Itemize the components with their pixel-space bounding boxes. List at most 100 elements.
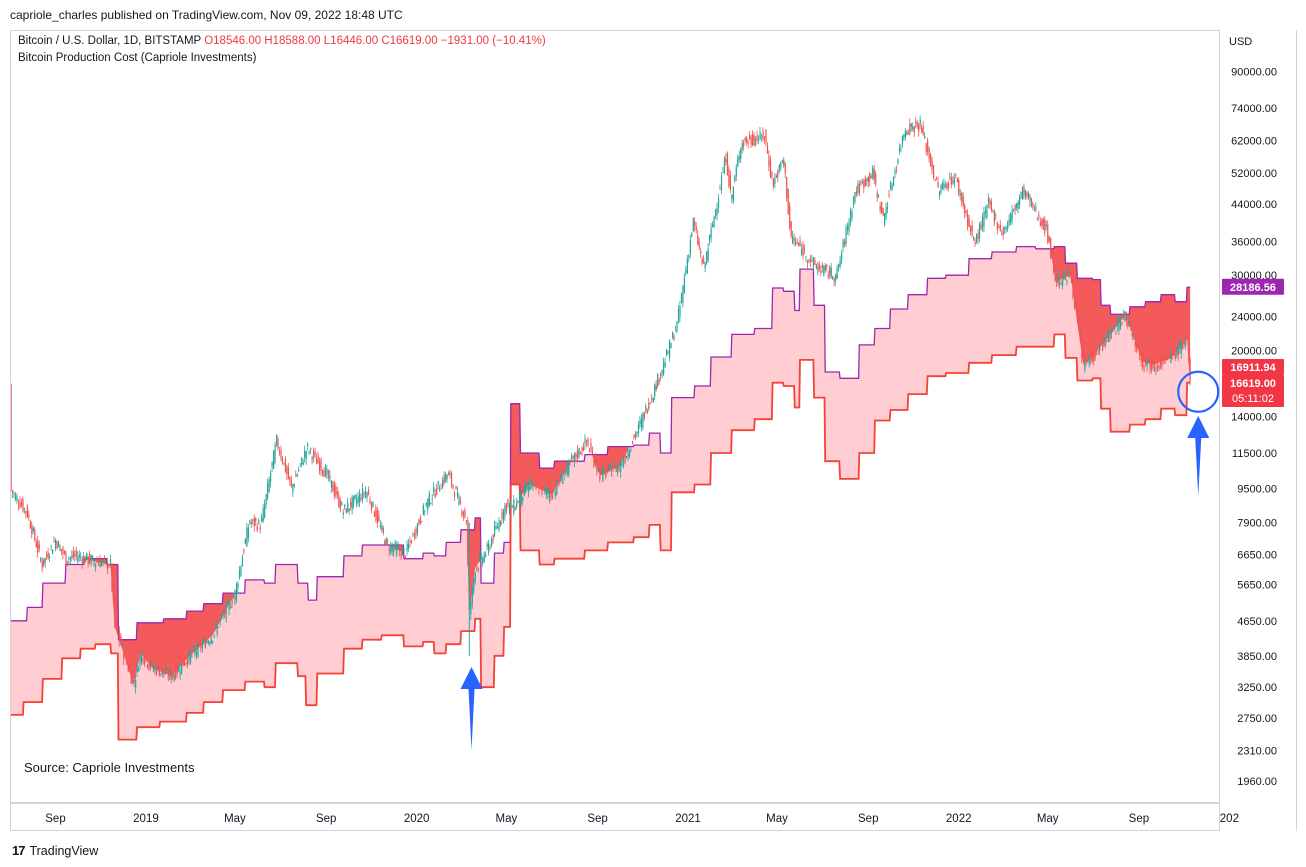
candle-body <box>453 492 456 497</box>
candle-body <box>1069 272 1071 278</box>
candle-body <box>857 183 859 193</box>
candle-body <box>694 221 696 227</box>
candle-body <box>1066 280 1068 282</box>
candle-body <box>1106 332 1108 338</box>
candle-body <box>846 225 849 230</box>
candle-body <box>606 468 608 473</box>
candle-body <box>817 267 819 272</box>
price-axis[interactable] <box>1219 30 1297 831</box>
candle-body <box>676 321 678 332</box>
candle-body <box>998 227 1000 229</box>
candle-body <box>419 517 422 523</box>
candle-body <box>744 137 746 141</box>
candle-body <box>612 470 614 472</box>
candle-body <box>1047 224 1049 242</box>
tradingview-footer[interactable]: 17 TradingView <box>12 843 98 858</box>
candle-body <box>717 198 720 208</box>
candle-body <box>852 196 855 204</box>
candle-body <box>1119 321 1122 328</box>
candle-body <box>290 480 293 487</box>
candle-body <box>234 590 236 601</box>
price-below-cost-fill <box>86 246 1191 685</box>
candle-body <box>673 336 675 340</box>
candle-body <box>384 540 386 545</box>
candle-body <box>1139 349 1141 356</box>
candle-body <box>621 464 623 466</box>
candle-body <box>591 450 594 455</box>
candle-body <box>90 555 92 564</box>
candle-body <box>1130 325 1132 328</box>
candle-body <box>986 205 988 218</box>
candle-body <box>830 267 832 278</box>
candle-body <box>173 675 175 681</box>
candle-body <box>560 473 562 482</box>
candle-body <box>695 226 697 231</box>
candle-body <box>410 540 413 544</box>
up-arrow-icon <box>1187 416 1210 496</box>
candle-body <box>996 222 998 230</box>
candle-body <box>241 557 244 567</box>
candle-body <box>783 159 785 166</box>
candle-body <box>722 172 724 173</box>
candle-body <box>1016 203 1018 208</box>
candle-body <box>32 528 34 532</box>
x-tick-label: May <box>495 813 517 825</box>
candle-body <box>658 380 660 383</box>
candle-body <box>43 558 45 565</box>
candle-body <box>930 154 932 167</box>
candle-body <box>1161 358 1163 368</box>
y-tick-label: 4650.00 <box>1237 616 1277 628</box>
candle-body <box>440 488 442 490</box>
candle-body <box>1007 222 1009 229</box>
candle-body <box>734 176 736 182</box>
symbol-legend[interactable]: Bitcoin / U.S. Dollar, 1D, BITSTAMP O185… <box>18 35 546 47</box>
candle-body <box>296 474 298 477</box>
candle-body <box>746 137 748 143</box>
candle-body <box>14 494 17 501</box>
y-tick-label: 5650.00 <box>1237 580 1277 592</box>
last-price-tag: 16619.00 <box>1230 378 1276 390</box>
candle-body <box>139 654 141 665</box>
candle-body <box>235 583 238 600</box>
candle-body <box>974 241 976 245</box>
candle-body <box>516 500 518 507</box>
candle-body <box>956 178 958 182</box>
candle-body <box>1091 352 1093 363</box>
candle-body <box>513 499 515 513</box>
candle-body <box>1143 367 1145 369</box>
candle-body <box>585 440 588 442</box>
candle-body <box>903 134 905 138</box>
candle-body <box>919 119 921 125</box>
candle-body <box>68 558 70 560</box>
chart-pane[interactable] <box>10 30 1219 803</box>
time-axis[interactable] <box>10 803 1219 831</box>
candle-body <box>898 148 901 152</box>
y-tick-label: 2310.00 <box>1237 746 1277 758</box>
price-below-cost-area <box>1050 246 1191 382</box>
candle-body <box>971 225 973 236</box>
candle-body <box>769 159 772 177</box>
candle-body <box>799 240 801 246</box>
candle-body <box>537 484 539 486</box>
candle-body <box>20 502 23 507</box>
candle-body <box>38 544 40 549</box>
candle-body <box>1155 369 1157 371</box>
candle-body <box>1131 333 1133 337</box>
candle-body <box>1128 322 1130 326</box>
candle-body <box>861 182 864 184</box>
candle-body <box>1030 198 1033 207</box>
candle-body <box>275 434 278 446</box>
candle-body <box>1100 343 1102 345</box>
candle-body <box>308 451 310 453</box>
indicator-legend[interactable]: Bitcoin Production Cost (Capriole Invest… <box>18 52 257 64</box>
candle-body <box>519 495 521 504</box>
candle-body <box>1134 341 1136 347</box>
candle-body <box>397 546 399 549</box>
annotations <box>460 370 1220 750</box>
candle-body <box>299 463 301 465</box>
candle-body <box>387 540 389 542</box>
candle-body <box>584 438 586 444</box>
candle-body <box>467 520 469 565</box>
candle-body <box>763 136 766 139</box>
candle-body <box>1112 329 1114 330</box>
